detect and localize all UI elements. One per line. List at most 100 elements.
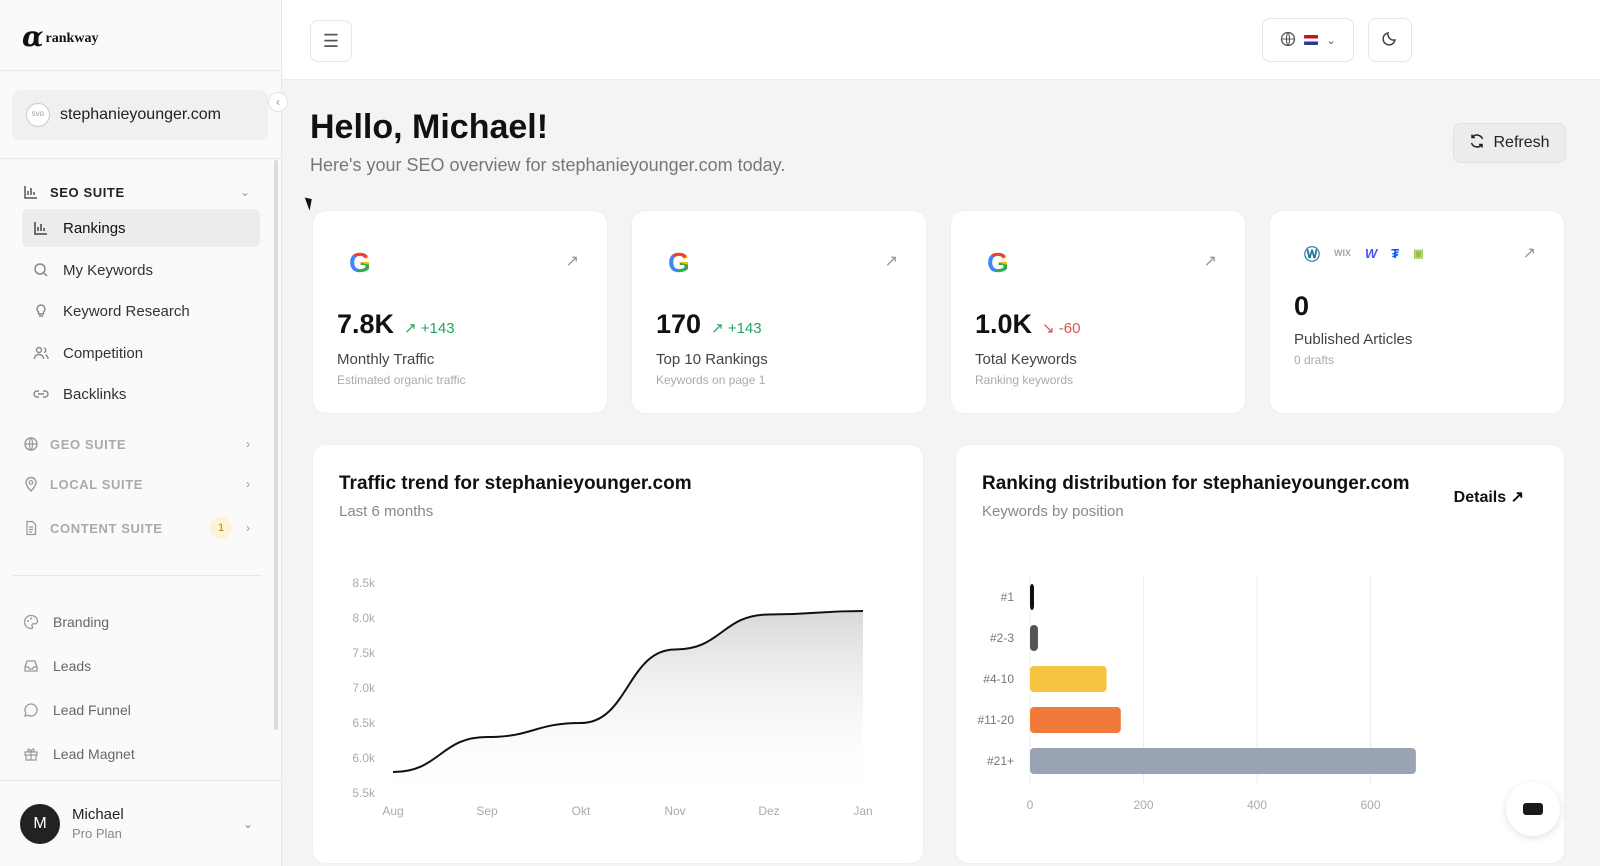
section-label: CONTENT SUITE [50, 520, 163, 536]
trend-area [393, 611, 863, 793]
delta-value: -60 [1058, 320, 1081, 337]
external-link-icon[interactable]: ↗ [565, 253, 579, 270]
user-plan: Pro Plan [72, 826, 122, 841]
menu-button[interactable]: ☰ [310, 20, 352, 62]
stat-delta: ↘ -60 [1042, 320, 1081, 337]
bar [1030, 666, 1107, 692]
sidebar-scrollbar[interactable] [274, 160, 278, 730]
details-label: Details [1453, 489, 1507, 506]
y-tick-label: 6.5k [352, 716, 376, 730]
sidebar-item-keyword-research[interactable]: Keyword Research [22, 292, 260, 330]
stat-number: 1.0K [975, 309, 1033, 339]
x-tick-label: 400 [1247, 798, 1267, 812]
chevron-left-icon: ‹ [276, 95, 280, 109]
chat-icon [1523, 803, 1543, 815]
theme-toggle-button[interactable] [1368, 18, 1412, 62]
brand-logo[interactable]: α rankway [22, 20, 98, 53]
user-menu[interactable]: M Michael Pro Plan ⌄ [0, 780, 281, 866]
flag-icon [1304, 35, 1319, 45]
chevron-right-icon: › [246, 477, 250, 491]
category-label: #1 [1001, 590, 1015, 604]
category-label: #2-3 [990, 631, 1014, 645]
sidebar-item-rankings[interactable]: Rankings [22, 209, 260, 247]
hamburger-icon: ☰ [322, 30, 340, 51]
globe-icon [1280, 31, 1296, 50]
stat-number: 0 [1294, 291, 1310, 321]
bar [1030, 625, 1038, 651]
stat-card-total-keywords[interactable]: G ↗ 1.0K ↘ -60 Total Keywords Ranking ke… [950, 210, 1246, 414]
stat-card-published-articles[interactable]: Ⓦ WIX W ₮ ▣ ↗ 0 Published Articles 0 dra… [1269, 210, 1565, 414]
sidebar-item-label: Branding [53, 614, 110, 630]
y-tick-label: 8.0k [352, 611, 376, 625]
external-link-icon[interactable]: ↗ [1203, 253, 1217, 270]
x-tick-label: Okt [572, 804, 591, 818]
x-tick-label: Aug [382, 804, 403, 818]
chat-widget-button[interactable] [1506, 782, 1560, 836]
stat-delta: ↗ +143 [404, 320, 455, 337]
sidebar-item-branding[interactable]: Branding [12, 603, 250, 641]
search-icon [32, 261, 50, 279]
stat-card-top-10-rankings[interactable]: G ↗ 170 ↗ +143 Top 10 Rankings Keywords … [631, 210, 927, 414]
section-content-suite[interactable]: CONTENT SUITE 1 › [22, 517, 250, 539]
section-label: SEO SUITE [50, 184, 125, 200]
palette-icon [22, 613, 40, 631]
logo-mark: α [22, 20, 44, 53]
moon-icon [1381, 29, 1399, 52]
wix-icon: WIX [1334, 248, 1352, 258]
stat-label: Top 10 Rankings [656, 351, 768, 368]
sidebar-item-label: Rankings [63, 219, 126, 237]
details-link[interactable]: Details ↗ [1454, 487, 1524, 507]
x-tick-label: Nov [664, 804, 685, 818]
bar-chart-icon [22, 183, 40, 201]
stat-card-monthly-traffic[interactable]: G ↗ 7.8K ↗ +143 Monthly Traffic Estimate… [312, 210, 608, 414]
sidebar-item-backlinks[interactable]: Backlinks [22, 375, 260, 413]
delta-value: +143 [727, 320, 762, 337]
site-selector[interactable]: SVG stephanieyounger.com [12, 90, 268, 140]
chevron-down-icon: ⌄ [242, 816, 253, 831]
sidebar-item-label: My Keywords [63, 261, 154, 279]
x-tick-label: 600 [1360, 798, 1380, 812]
section-geo-suite[interactable]: GEO SUITE › [22, 435, 250, 453]
stat-sub: Estimated organic traffic [337, 373, 466, 387]
ranking-distribution-chart: 0 200 400 600 #1 #2-3 #4-10 #11-20 #21+ [978, 575, 1416, 812]
stat-value: 0 [1294, 291, 1309, 322]
topbar: ☰ ⌄ [282, 0, 1600, 80]
sidebar-item-leads[interactable]: Leads [12, 647, 250, 685]
google-icon: G [987, 247, 1009, 278]
sidebar-item-label: Lead Magnet [53, 746, 135, 762]
x-tick-label: Sep [476, 804, 498, 818]
section-seo-suite[interactable]: SEO SUITE ⌄ [22, 183, 250, 201]
sidebar-item-competition[interactable]: Competition [22, 334, 260, 372]
stat-sub: Keywords on page 1 [656, 373, 766, 387]
lightbulb-icon [32, 302, 50, 320]
stat-number: 170 [656, 309, 702, 339]
chat-icon [22, 701, 40, 719]
notification-badge: 1 [210, 517, 232, 539]
gift-icon [22, 745, 40, 763]
wordpress-icon: Ⓦ [1304, 247, 1321, 264]
bar [1030, 707, 1121, 733]
chevron-down-icon: ⌄ [1326, 34, 1336, 47]
bar [1030, 748, 1416, 774]
external-link-icon[interactable]: ↗ [884, 253, 898, 270]
sidebar-item-label: Leads [53, 658, 92, 674]
refresh-button[interactable]: Refresh [1453, 123, 1566, 163]
sidebar-item-my-keywords[interactable]: My Keywords [22, 251, 260, 289]
category-label: #21+ [987, 754, 1014, 768]
divider [0, 70, 281, 71]
collapse-sidebar-button[interactable]: ‹ [268, 92, 288, 112]
chart-title: Traffic trend for stephanieyounger.com [339, 473, 692, 494]
stat-label: Published Articles [1294, 331, 1413, 348]
external-link-icon[interactable]: ↗ [1522, 245, 1536, 262]
stat-value: 1.0K ↘ -60 [975, 309, 1080, 340]
section-local-suite[interactable]: LOCAL SUITE › [22, 475, 250, 493]
sidebar-item-label: Competition [63, 344, 144, 362]
language-selector[interactable]: ⌄ [1262, 18, 1354, 62]
site-domain: stephanieyounger.com [60, 106, 221, 123]
sidebar-item-lead-funnel[interactable]: Lead Funnel [12, 691, 250, 729]
avatar: M [20, 803, 60, 844]
sidebar-item-lead-magnet[interactable]: Lead Magnet [12, 735, 250, 773]
cms-icons: Ⓦ WIX W ₮ ▣ [1304, 241, 1424, 265]
page-title: Hello, Michael! [310, 108, 549, 146]
refresh-icon [1469, 133, 1485, 154]
